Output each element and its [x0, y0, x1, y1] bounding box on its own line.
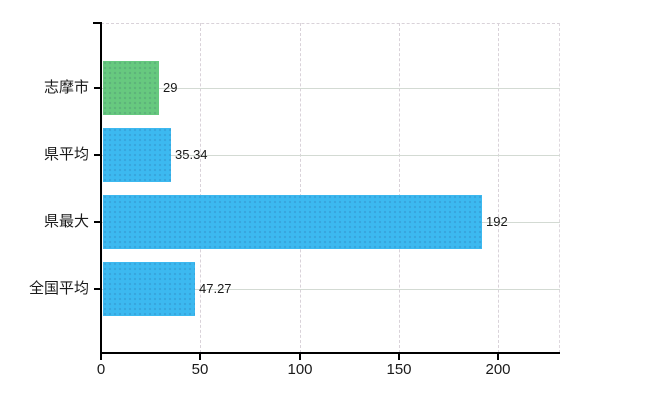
x-axis-tick-mark [398, 354, 400, 360]
x-axis-tick-mark [497, 354, 499, 360]
vertical-gridline [399, 23, 400, 353]
category-tick-mark [94, 87, 101, 89]
plot-right-border [559, 23, 560, 353]
vertical-gridline [300, 23, 301, 353]
plot-top-border [101, 23, 560, 24]
horizontal-gridline [101, 289, 560, 290]
bar [103, 195, 482, 249]
y-axis-top-tick [93, 22, 101, 24]
vertical-gridline [200, 23, 201, 353]
x-axis-tick-mark [199, 354, 201, 360]
horizontal-gridline [101, 155, 560, 156]
category-tick-mark [94, 154, 101, 156]
x-axis-tick-label: 150 [386, 361, 412, 378]
category-tick-mark [94, 288, 101, 290]
horizontal-gridline [101, 88, 560, 89]
category-label: 全国平均 [28, 280, 89, 297]
x-axis-tick-mark [299, 354, 301, 360]
x-axis-tick-mark [100, 354, 102, 360]
bar [103, 128, 171, 182]
bar [103, 262, 195, 316]
category-label: 県最大 [43, 213, 89, 230]
value-label: 47.27 [199, 281, 232, 296]
x-axis-line [100, 352, 560, 354]
x-axis-tick-label: 200 [485, 361, 511, 378]
value-label: 35.34 [175, 147, 208, 162]
x-axis-tick-label: 0 [96, 361, 106, 378]
category-label: 志摩市 [43, 79, 89, 96]
value-label: 29 [163, 80, 178, 95]
y-axis-line [100, 22, 102, 354]
vertical-gridline [498, 23, 499, 353]
value-label: 192 [486, 214, 508, 229]
x-axis-tick-label: 50 [191, 361, 209, 378]
x-axis-tick-label: 100 [287, 361, 313, 378]
bar [103, 61, 159, 115]
category-tick-mark [94, 221, 101, 223]
category-label: 県平均 [43, 146, 89, 163]
